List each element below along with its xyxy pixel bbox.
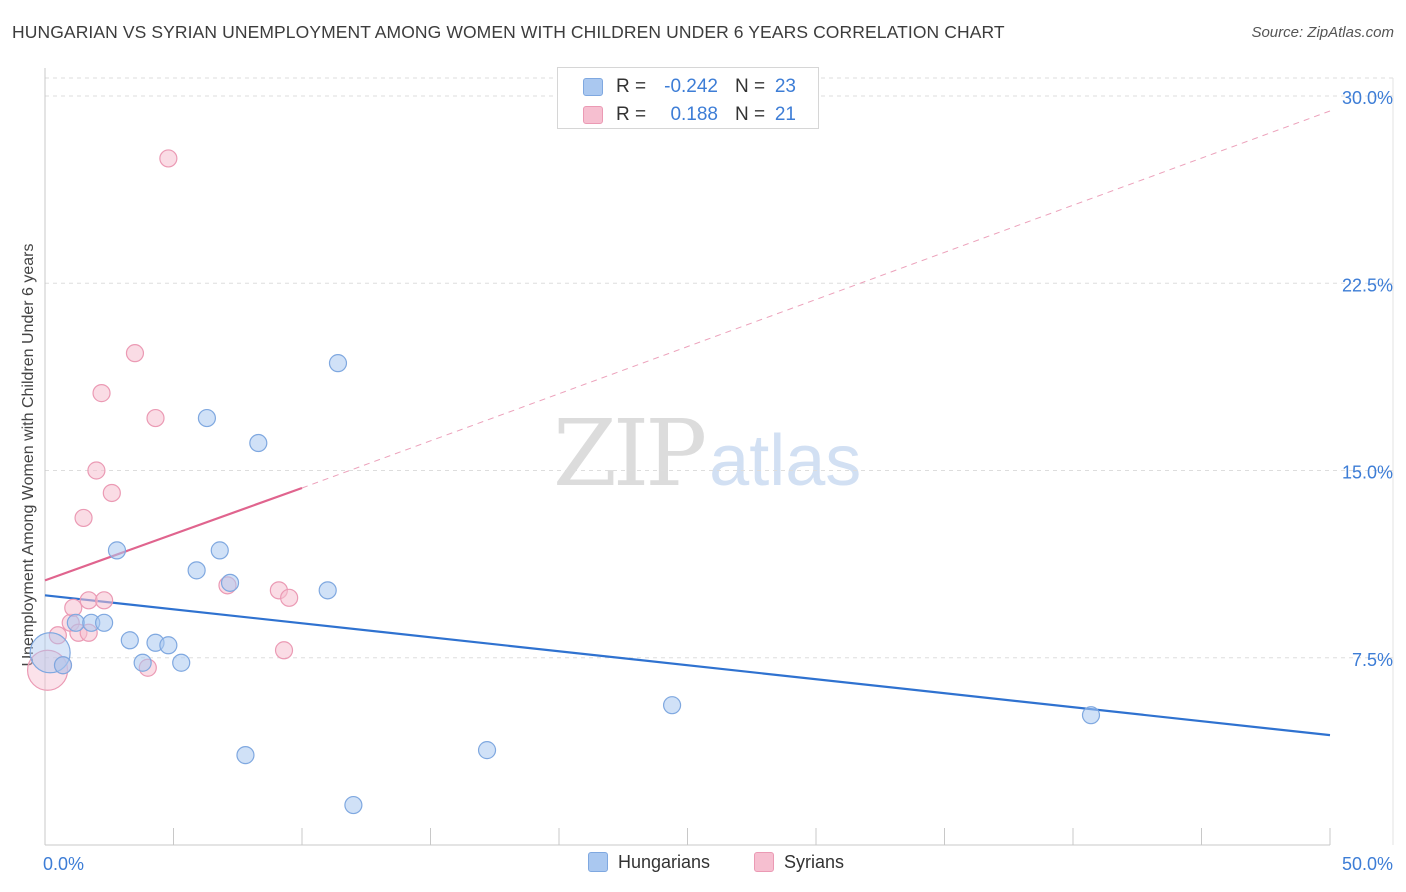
syrian-swatch xyxy=(754,852,774,872)
data-points xyxy=(26,149,1101,815)
hungarian-point xyxy=(187,561,206,580)
r-label: R = xyxy=(616,76,647,97)
hungarian-point xyxy=(236,746,255,765)
syrian-swatch xyxy=(583,106,603,124)
syrian-point xyxy=(64,598,83,617)
legend-row-hungarians: R = -0.242 N = 23 xyxy=(558,73,818,103)
legend-item-syrians: Syrians xyxy=(754,852,844,873)
axes xyxy=(44,68,1394,846)
source-label: Source: ZipAtlas.com xyxy=(1251,24,1394,41)
syrian-trend-line xyxy=(44,486,303,582)
y-tick-label: 22.5% xyxy=(1342,275,1393,295)
syrian-trend-dashed xyxy=(301,110,1331,489)
syrian-point xyxy=(95,591,114,610)
r-value: -0.242 xyxy=(664,76,718,97)
hungarian-point xyxy=(159,636,178,655)
syrian-point xyxy=(274,641,294,660)
y-tick-label: 15.0% xyxy=(1342,463,1393,483)
n-value: 21 xyxy=(774,104,796,125)
chart-title: HUNGARIAN VS SYRIAN UNEMPLOYMENT AMONG W… xyxy=(12,22,1005,42)
series-legend: Hungarians Syrians xyxy=(0,852,1406,878)
hungarian-point xyxy=(197,408,217,428)
watermark: ZIPatlas xyxy=(553,400,861,507)
y-tick-label: 7.5% xyxy=(1352,650,1393,670)
hungarian-point xyxy=(220,573,240,592)
hungarian-point xyxy=(107,541,127,560)
hungarian-point xyxy=(172,653,191,672)
legend-row-syrians: R = 0.188 N = 21 xyxy=(558,101,818,131)
hungarian-point xyxy=(53,656,73,675)
legend-item-hungarians: Hungarians xyxy=(588,852,710,873)
watermark-zip: ZIP xyxy=(553,400,707,507)
syrian-point xyxy=(79,591,98,610)
r-value: 0.188 xyxy=(670,104,718,125)
hungarian-point xyxy=(95,613,114,632)
legend-label-syrians: Syrians xyxy=(784,852,845,872)
hungarian-trend-line xyxy=(44,594,1331,737)
syrian-point xyxy=(48,626,67,645)
syrian-point xyxy=(280,588,299,607)
syrian-point xyxy=(146,408,165,428)
syrian-point xyxy=(92,384,111,403)
hungarian-point xyxy=(328,354,348,373)
hungarian-point xyxy=(210,541,229,560)
correlation-legend: R = -0.242 N = 23 R = 0.188 N = 21 xyxy=(557,67,819,129)
hungarian-swatch xyxy=(588,852,608,872)
trend-lines xyxy=(44,110,1331,737)
r-label: R = xyxy=(616,104,647,125)
hungarian-point xyxy=(120,631,139,650)
hungarian-point xyxy=(477,741,497,760)
y-tick-label: 30.0% xyxy=(1342,88,1393,108)
syrian-point xyxy=(74,508,93,528)
syrian-point xyxy=(125,344,145,363)
hungarian-point xyxy=(1081,706,1101,725)
syrian-point xyxy=(87,461,106,480)
n-label: N = xyxy=(735,76,766,97)
syrian-point xyxy=(102,483,121,503)
n-value: 23 xyxy=(774,76,796,97)
legend-label-hungarians: Hungarians xyxy=(618,852,711,872)
x-tick-label-min: 0.0% xyxy=(43,854,84,874)
n-label: N = xyxy=(735,104,766,125)
tick-labels: 7.5% 15.0% 22.5% 30.0% 0.0% 50.0% xyxy=(43,88,1393,874)
hungarian-point xyxy=(344,795,363,815)
hungarian-point xyxy=(662,696,682,715)
hungarian-swatch xyxy=(583,78,603,96)
hungarian-point xyxy=(249,433,268,453)
syrian-point xyxy=(159,149,178,168)
x-tick-label-max: 50.0% xyxy=(1342,854,1393,874)
watermark-atlas: atlas xyxy=(709,421,862,501)
gridlines xyxy=(45,77,1393,659)
hungarian-point xyxy=(66,613,85,632)
hungarian-point xyxy=(133,653,152,672)
hungarian-point xyxy=(318,581,337,600)
